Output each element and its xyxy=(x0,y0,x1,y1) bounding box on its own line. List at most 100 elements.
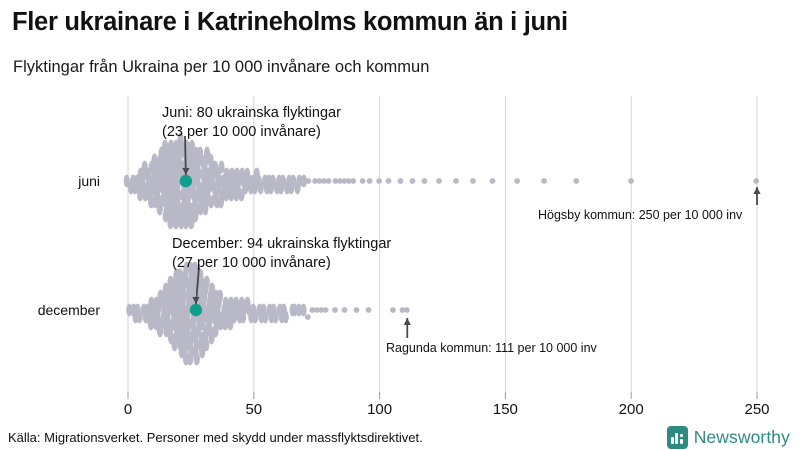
swarm-point xyxy=(240,310,247,324)
swarm-point xyxy=(167,139,175,153)
swarm-point xyxy=(162,282,169,296)
pointer-juni-head xyxy=(182,168,190,175)
swarm-point xyxy=(453,178,459,184)
swarm-point xyxy=(192,209,199,223)
swarm-point xyxy=(172,216,179,230)
swarm-point xyxy=(197,202,204,216)
axis-tick-marks xyxy=(127,392,758,399)
highlighted-point-juni[interactable] xyxy=(179,174,193,188)
swarm-point xyxy=(300,303,307,317)
gridlines xyxy=(127,96,758,392)
pointer-december-head xyxy=(192,297,200,304)
swarm-point xyxy=(171,338,178,352)
swarm-point xyxy=(295,303,303,317)
swarm-point xyxy=(332,178,339,184)
swarm-point xyxy=(279,174,287,188)
swarm-point xyxy=(123,174,130,188)
swarm-point xyxy=(193,352,200,366)
swarm-point xyxy=(252,310,259,324)
swarm-point xyxy=(212,324,219,338)
swarm-point xyxy=(162,139,169,153)
swarm-point xyxy=(156,324,164,338)
swarm-point xyxy=(126,303,133,317)
swarm-point xyxy=(365,307,372,313)
swarm-point xyxy=(203,275,210,289)
swarm-point xyxy=(421,178,428,184)
swarm-point xyxy=(316,178,323,184)
swarm-point xyxy=(296,174,303,188)
annotation-hogsby: Högsby kommun: 250 per 10 000 inv xyxy=(538,208,743,222)
annotation-juni-line1: Juni: 80 ukrainska flyktingar xyxy=(162,105,341,121)
chart-subtitle: Flyktingar från Ukraina per 10 000 invån… xyxy=(13,58,430,76)
swarm-point xyxy=(322,307,329,313)
brand-logo: Newsworthy xyxy=(666,426,790,449)
annotation-december-line2: (27 per 10 000 invånare) xyxy=(172,255,331,271)
swarm-point xyxy=(188,139,195,153)
swarm-point xyxy=(397,178,404,184)
swarm-point xyxy=(216,289,224,303)
swarm-point xyxy=(136,310,143,324)
annotation-december-line1: December: 94 ukrainska flyktingar xyxy=(172,236,392,252)
swarm-point xyxy=(753,178,760,184)
swarm-point xyxy=(218,160,225,174)
annotation-pointers xyxy=(182,135,761,338)
swarm-point xyxy=(182,216,190,230)
swarm-point xyxy=(628,178,634,184)
swarm-point xyxy=(203,338,210,352)
swarm-point xyxy=(341,307,348,313)
swarm-point xyxy=(341,178,348,184)
swarm-point xyxy=(173,139,180,153)
swarm-point xyxy=(436,178,442,184)
swarm-point xyxy=(167,275,174,289)
highlighted-point-december[interactable] xyxy=(189,303,203,317)
swarm-point xyxy=(345,178,352,184)
page-title: Fler ukrainare i Katrineholms kommun än … xyxy=(12,8,568,36)
swarm-point xyxy=(318,307,325,313)
swarm-point xyxy=(541,178,547,184)
swarm-point xyxy=(359,178,366,184)
swarm-point xyxy=(385,178,392,184)
swarm-point xyxy=(257,181,264,195)
swarm-series-december xyxy=(126,261,410,366)
swarm-point xyxy=(304,314,311,320)
swarm-point xyxy=(262,310,269,324)
swarm-point xyxy=(199,345,206,359)
x-axis-tick-label: 150 xyxy=(492,401,518,418)
x-axis-tick-label: 100 xyxy=(367,401,393,418)
swarm-point xyxy=(269,174,276,188)
swarm-point xyxy=(187,352,194,366)
swarm-point xyxy=(390,307,396,313)
pointer-hogsby-head xyxy=(753,187,761,194)
swarm-point xyxy=(470,178,476,184)
x-axis-tick-label: 0 xyxy=(123,401,133,418)
swarm-point xyxy=(191,261,199,275)
swarm-point xyxy=(272,310,279,324)
swarm-point xyxy=(312,178,319,184)
swarm-point xyxy=(291,303,298,317)
swarm-point xyxy=(151,153,158,167)
swarm-point xyxy=(325,178,332,184)
swarm-point xyxy=(399,307,406,313)
swarm-point xyxy=(409,178,416,184)
swarm-point xyxy=(332,307,338,313)
pointer-ragunda-head xyxy=(403,318,411,325)
swarm-point xyxy=(313,307,320,313)
brand-name: Newsworthy xyxy=(693,427,790,447)
swarm-point xyxy=(573,178,580,184)
swarm-point xyxy=(156,202,163,216)
swarm-point xyxy=(309,307,316,313)
swarm-point xyxy=(514,178,521,184)
swarm-point xyxy=(196,146,204,160)
swarm-point xyxy=(489,178,496,184)
swarm-point xyxy=(162,209,169,223)
annotation-ragunda: Ragunda kommun: 111 per 10 000 inv xyxy=(386,341,597,355)
swarm-point xyxy=(176,268,184,282)
bar-chart-icon xyxy=(666,426,688,449)
swarm-point xyxy=(167,216,174,230)
source-note: Källa: Migrationsverket. Personer med sk… xyxy=(8,430,423,445)
swarm-point xyxy=(290,174,297,188)
swarm-point xyxy=(353,307,360,313)
y-axis-label-december: december xyxy=(37,302,100,318)
